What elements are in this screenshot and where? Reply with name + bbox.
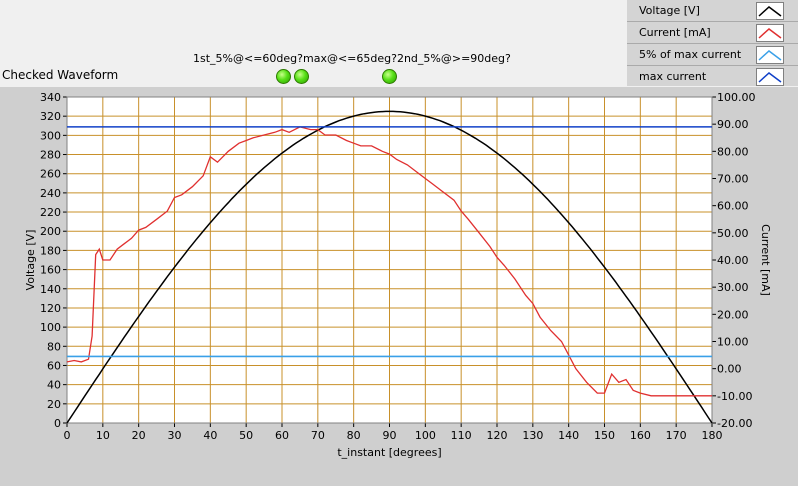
waveform-plot-svg[interactable]: 0 10 20 30 40 50 60 70 80 90 100 110 120 130 140 150 160… [0, 87, 798, 486]
legend-item-max-current[interactable]: max current [627, 66, 798, 88]
x-tick-label: 50 [239, 429, 253, 442]
legend-divider [627, 21, 798, 22]
y2-axis-label: Current [mA] [759, 224, 772, 296]
y-tick-label: 240 [40, 187, 61, 200]
y-tick-label: 200 [40, 225, 61, 238]
legend-label-voltage: Voltage [V] [639, 4, 700, 17]
legend-item-5pct-current[interactable]: 5% of max current [627, 44, 798, 66]
x-tick-label: 10 [96, 429, 110, 442]
y2-tick-label: 60.00 [717, 200, 749, 213]
y2-tick-label: 90.00 [717, 118, 749, 131]
x-tick-label: 30 [168, 429, 182, 442]
legend-swatch-max-current[interactable] [756, 68, 784, 86]
legend-label-5pct-current: 5% of max current [639, 48, 742, 61]
x-tick-label: 70 [311, 429, 325, 442]
chart-title: Checked Waveform [2, 68, 119, 82]
y-tick-label: 100 [40, 321, 61, 334]
x-tick-label: 20 [132, 429, 146, 442]
legend-label-max-current: max current [639, 70, 707, 83]
y-tick-label: 120 [40, 302, 61, 315]
x-tick-label: 170 [666, 429, 687, 442]
y-tick-label: 280 [40, 149, 61, 162]
y-tick-label: 40 [47, 379, 61, 392]
y2-tick-label: 100.00 [717, 91, 756, 104]
y2-tick-label: 20.00 [717, 308, 749, 321]
series-voltage-v-line [66, 110, 713, 424]
y2-tick-label: 0.00 [717, 363, 742, 376]
indicator-led-first-5pct [276, 69, 291, 84]
waveform-graph[interactable]: 0 10 20 30 40 50 60 70 80 90 100 110 120 130 140 150 160… [0, 87, 798, 486]
y-tick-label: 160 [40, 264, 61, 277]
legend-swatch-voltage[interactable] [756, 2, 784, 20]
legend-swatch-current[interactable] [756, 24, 784, 42]
y-tick-label: 340 [40, 91, 61, 104]
y2-tick-label: -10.00 [717, 390, 752, 403]
y-tick-label: 60 [47, 359, 61, 372]
x-tick-label: 60 [275, 429, 289, 442]
x-tick-label: 40 [203, 429, 217, 442]
plot-frame [66, 96, 713, 424]
y2-tick-label: 10.00 [717, 336, 749, 349]
y2-tick-label: 80.00 [717, 145, 749, 158]
legend-divider [627, 43, 798, 44]
y-tick-label: 20 [47, 398, 61, 411]
legend-item-voltage[interactable]: Voltage [V] [627, 0, 798, 22]
plot-legend: Voltage [V] Current [mA] 5% of max curre… [627, 0, 798, 86]
x-tick-label: 90 [383, 429, 397, 442]
indicator-caption: 1st_5%@<=60deg?max@<=65deg?2nd_5%@>=90de… [193, 52, 511, 65]
y-tick-label: 220 [40, 206, 61, 219]
y-tick-label: 260 [40, 168, 61, 181]
y2-tick-label: 50.00 [717, 227, 749, 240]
y-tick-label: 300 [40, 129, 61, 142]
indicator-led-max [294, 69, 309, 84]
y2-tick-label: -20.00 [717, 417, 752, 430]
y-tick-label: 140 [40, 283, 61, 296]
x-tick-label: 0 [64, 429, 71, 442]
x-tick-label: 80 [347, 429, 361, 442]
x-tick-label: 140 [558, 429, 579, 442]
y2-tick-label: 70.00 [717, 173, 749, 186]
x-axis-label: t_instant [degrees] [337, 446, 441, 459]
legend-divider [627, 65, 798, 66]
x-tick-label: 110 [451, 429, 472, 442]
x-tick-label: 180 [702, 429, 723, 442]
y-tick-label: 180 [40, 244, 61, 257]
series-current-ma-line [66, 126, 712, 397]
legend-label-current: Current [mA] [639, 26, 711, 39]
x-tick-label: 160 [630, 429, 651, 442]
y-axis-label: Voltage [V] [24, 230, 37, 291]
y2-tick-label: 40.00 [717, 254, 749, 267]
legend-swatch-5pct-current[interactable] [756, 46, 784, 64]
x-tick-label: 120 [487, 429, 508, 442]
legend-item-current[interactable]: Current [mA] [627, 22, 798, 44]
x-tick-label: 100 [415, 429, 436, 442]
indicator-led-second-5pct [382, 69, 397, 84]
y-tick-label: 80 [47, 340, 61, 353]
y2-tick-label: 30.00 [717, 281, 749, 294]
x-tick-label: 130 [522, 429, 543, 442]
y-tick-label: 320 [40, 110, 61, 123]
x-tick-label: 150 [594, 429, 615, 442]
y-tick-label: 0 [54, 417, 61, 430]
